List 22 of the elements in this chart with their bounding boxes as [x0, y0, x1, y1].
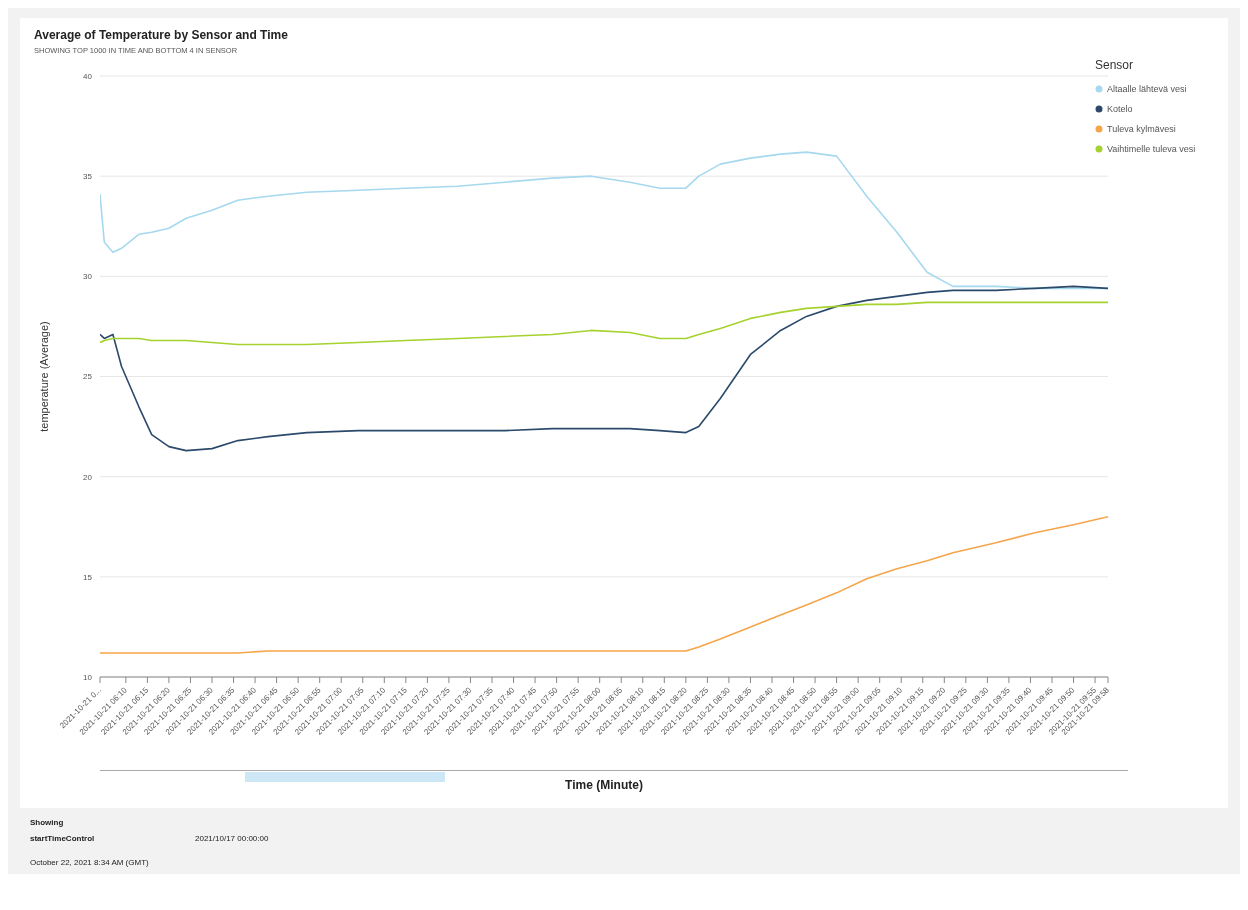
- y-axis-title: temperature (Average): [37, 321, 50, 432]
- legend-title: Sensor: [1095, 58, 1135, 72]
- x-axis-title: Time (Minute): [565, 778, 643, 792]
- legend-label: Tuleva kylmävesi: [1107, 124, 1176, 134]
- y-tick-label: 30: [83, 272, 93, 282]
- text: startTimeControl: [30, 834, 95, 843]
- y-tick-label: 35: [83, 172, 93, 182]
- chart-title: Average of Temperature by Sensor and Time: [34, 28, 288, 42]
- y-tick-label: 15: [83, 572, 93, 582]
- line-series: [100, 515, 1108, 654]
- line-series: [100, 301, 1108, 346]
- y-tick-label: 10: [83, 672, 93, 682]
- y-tick-label: 25: [83, 372, 93, 382]
- legend-label: Vaihtimelle tuleva vesi: [1107, 144, 1196, 154]
- legend-label: Altaalle lähtevä vesi: [1107, 84, 1187, 94]
- text: Showing: [30, 818, 64, 827]
- text: 2021/10/17 00:00:00: [195, 834, 269, 843]
- line-series: [100, 285, 1108, 452]
- y-tick-label: 40: [83, 71, 93, 81]
- text: October 22, 2021 8:34 AM (GMT): [30, 858, 149, 867]
- legend-label: Kotelo: [1107, 104, 1133, 114]
- y-tick-label: 20: [83, 472, 93, 482]
